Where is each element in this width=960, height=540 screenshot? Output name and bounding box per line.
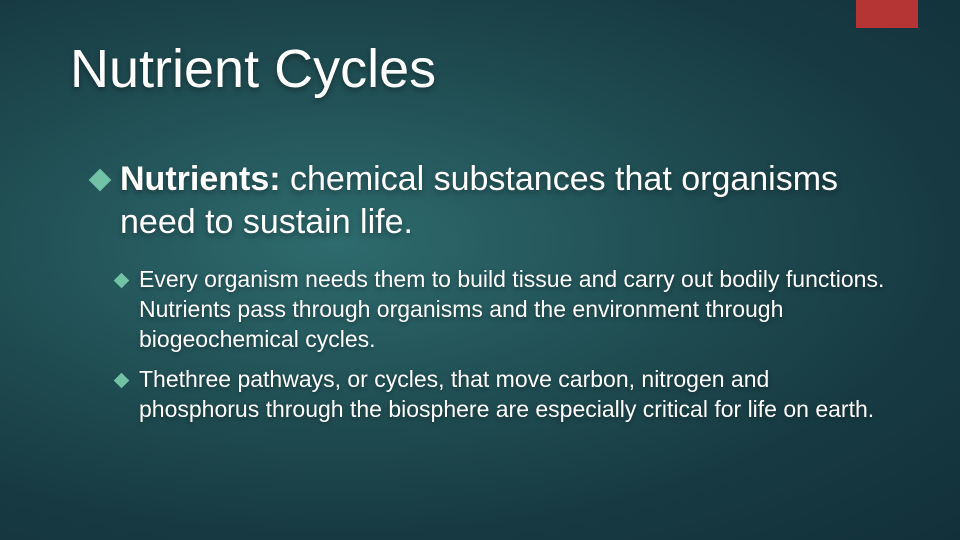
- sub-bullet: Thethree pathways, or cycles, that move …: [116, 365, 890, 425]
- sub-bullet: Every organism needs them to build tissu…: [116, 265, 890, 355]
- slide-title: Nutrient Cycles: [70, 38, 890, 100]
- sub-bullet-text: Thethree pathways, or cycles, that move …: [139, 365, 890, 425]
- diamond-icon: [114, 372, 130, 388]
- slide-container: Nutrient Cycles Nutrients: chemical subs…: [0, 0, 960, 424]
- accent-bar: [856, 0, 918, 28]
- main-bullet-label: Nutrients:: [120, 160, 281, 198]
- diamond-icon: [114, 273, 130, 289]
- sub-bullet-text: Every organism needs them to build tissu…: [139, 265, 890, 355]
- diamond-icon: [89, 169, 112, 192]
- main-bullet-text: Nutrients: chemical substances that orga…: [120, 158, 890, 243]
- main-bullet: Nutrients: chemical substances that orga…: [92, 158, 890, 243]
